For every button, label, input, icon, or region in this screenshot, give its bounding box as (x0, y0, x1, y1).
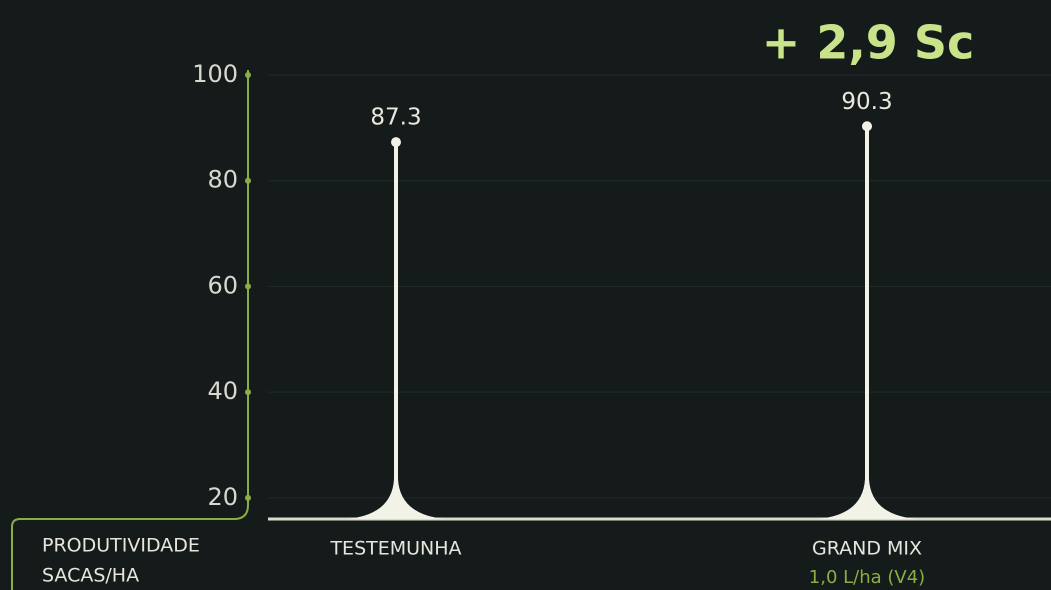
y-tick-mark (245, 283, 251, 290)
y-tick-label: 100 (192, 60, 238, 88)
value-label: 90.3 (841, 89, 892, 115)
y-tick-label: 60 (207, 271, 238, 299)
y-tick-mark (245, 494, 251, 501)
stem (346, 142, 446, 519)
y-tick-label: 80 (207, 166, 238, 194)
y-axis-label: SACAS/HA (42, 565, 139, 587)
y-tick-label: 40 (207, 377, 238, 405)
x-tick-label: GRAND MIX (812, 538, 922, 560)
x-tick-label: TESTEMUNHA (329, 538, 461, 560)
axis-bracket (11, 70, 249, 590)
y-tick-label: 20 (207, 483, 238, 511)
y-tick-mark (245, 177, 251, 184)
y-tick-mark (245, 72, 251, 78)
y-axis-label: PRODUTIVIDADE (42, 535, 200, 557)
point (391, 137, 401, 148)
x-tick-sublabel: 1,0 L/ha (V4) (809, 567, 925, 588)
point (862, 121, 872, 132)
annotation: + 2,9 Sc (762, 16, 974, 70)
stem (817, 126, 917, 520)
y-tick-mark (245, 389, 251, 396)
value-label: 87.3 (370, 105, 421, 131)
